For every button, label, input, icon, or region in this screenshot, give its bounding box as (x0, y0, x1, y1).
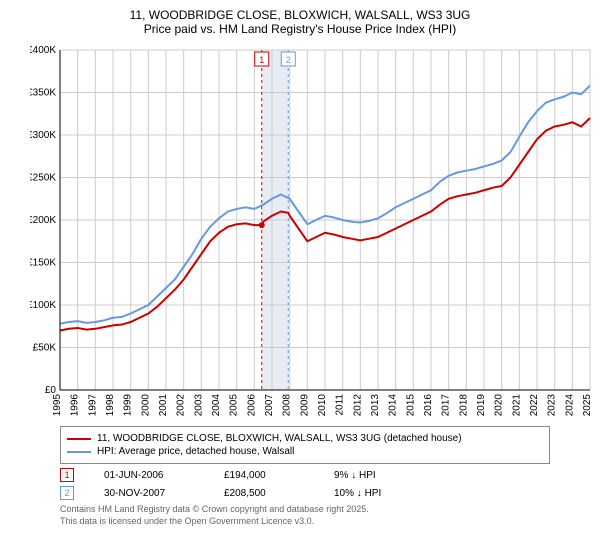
svg-text:1995: 1995 (52, 394, 63, 417)
marker-price-2: £208,500 (224, 488, 304, 499)
marker-delta-1: 9% ↓ HPI (334, 470, 376, 481)
legend-box: 11, WOODBRIDGE CLOSE, BLOXWICH, WALSALL,… (60, 426, 550, 464)
title-line-1: 11, WOODBRIDGE CLOSE, BLOXWICH, WALSALL,… (10, 8, 590, 22)
svg-text:2008: 2008 (282, 394, 293, 417)
legend-label-hpi: HPI: Average price, detached house, Wals… (97, 446, 294, 457)
marker-price-1: £194,000 (224, 470, 304, 481)
svg-text:2001: 2001 (158, 394, 169, 417)
svg-text:2018: 2018 (458, 394, 469, 417)
svg-text:2016: 2016 (423, 394, 434, 417)
svg-text:2022: 2022 (529, 394, 540, 417)
svg-text:2003: 2003 (193, 394, 204, 417)
svg-text:2023: 2023 (547, 394, 558, 417)
svg-text:2020: 2020 (494, 394, 505, 417)
legend-swatch-property (67, 438, 91, 440)
footer-attribution: Contains HM Land Registry data © Crown c… (60, 504, 550, 527)
svg-text:2021: 2021 (511, 394, 522, 417)
svg-text:2009: 2009 (299, 394, 310, 417)
chart-container: 12£0£50K£100K£150K£200K£250K£300K£350K£4… (30, 40, 600, 420)
marker-date-2: 30-NOV-2007 (104, 488, 194, 499)
svg-text:2019: 2019 (476, 394, 487, 417)
svg-text:1999: 1999 (123, 394, 134, 417)
svg-text:£400K: £400K (30, 45, 56, 56)
svg-text:2000: 2000 (140, 394, 151, 417)
svg-text:2012: 2012 (352, 394, 363, 417)
legend-item-property: 11, WOODBRIDGE CLOSE, BLOXWICH, WALSALL,… (67, 433, 543, 444)
svg-text:1: 1 (259, 55, 264, 65)
svg-text:1998: 1998 (105, 394, 116, 417)
svg-text:2011: 2011 (335, 394, 346, 416)
legend-label-property: 11, WOODBRIDGE CLOSE, BLOXWICH, WALSALL,… (97, 433, 462, 444)
svg-text:£200K: £200K (30, 215, 56, 226)
marker-date-1: 01-JUN-2006 (104, 470, 194, 481)
svg-text:2025: 2025 (582, 394, 593, 417)
svg-text:2013: 2013 (370, 394, 381, 417)
svg-text:2004: 2004 (211, 394, 222, 417)
svg-text:£50K: £50K (33, 343, 57, 354)
title-line-2: Price paid vs. HM Land Registry's House … (10, 22, 590, 36)
svg-text:£300K: £300K (30, 130, 56, 141)
svg-text:2017: 2017 (441, 394, 452, 417)
svg-text:2: 2 (286, 55, 291, 65)
svg-text:£250K: £250K (30, 173, 56, 184)
svg-text:2007: 2007 (264, 394, 275, 417)
marker-badge-1: 1 (60, 468, 74, 482)
chart-title-area: 11, WOODBRIDGE CLOSE, BLOXWICH, WALSALL,… (0, 0, 600, 40)
svg-text:£100K: £100K (30, 300, 56, 311)
svg-text:2006: 2006 (246, 394, 257, 417)
svg-text:2024: 2024 (564, 394, 575, 417)
marker-data-rows: 1 01-JUN-2006 £194,000 9% ↓ HPI 2 30-NOV… (60, 468, 550, 500)
line-chart: 12£0£50K£100K£150K£200K£250K£300K£350K£4… (30, 40, 600, 420)
svg-text:1997: 1997 (87, 394, 98, 417)
footer-line-2: This data is licensed under the Open Gov… (60, 516, 550, 528)
svg-text:1996: 1996 (70, 394, 81, 417)
svg-text:2005: 2005 (229, 394, 240, 417)
marker-delta-2: 10% ↓ HPI (334, 488, 381, 499)
marker-row-1: 1 01-JUN-2006 £194,000 9% ↓ HPI (60, 468, 550, 482)
svg-text:2014: 2014 (388, 394, 399, 417)
legend-item-hpi: HPI: Average price, detached house, Wals… (67, 446, 543, 457)
marker-row-2: 2 30-NOV-2007 £208,500 10% ↓ HPI (60, 486, 550, 500)
svg-text:2015: 2015 (405, 394, 416, 417)
legend-swatch-hpi (67, 451, 91, 453)
marker-badge-2: 2 (60, 486, 74, 500)
footer-line-1: Contains HM Land Registry data © Crown c… (60, 504, 550, 516)
svg-text:2002: 2002 (176, 394, 187, 417)
svg-text:2010: 2010 (317, 394, 328, 417)
svg-text:£150K: £150K (30, 258, 56, 269)
svg-text:£350K: £350K (30, 88, 56, 99)
